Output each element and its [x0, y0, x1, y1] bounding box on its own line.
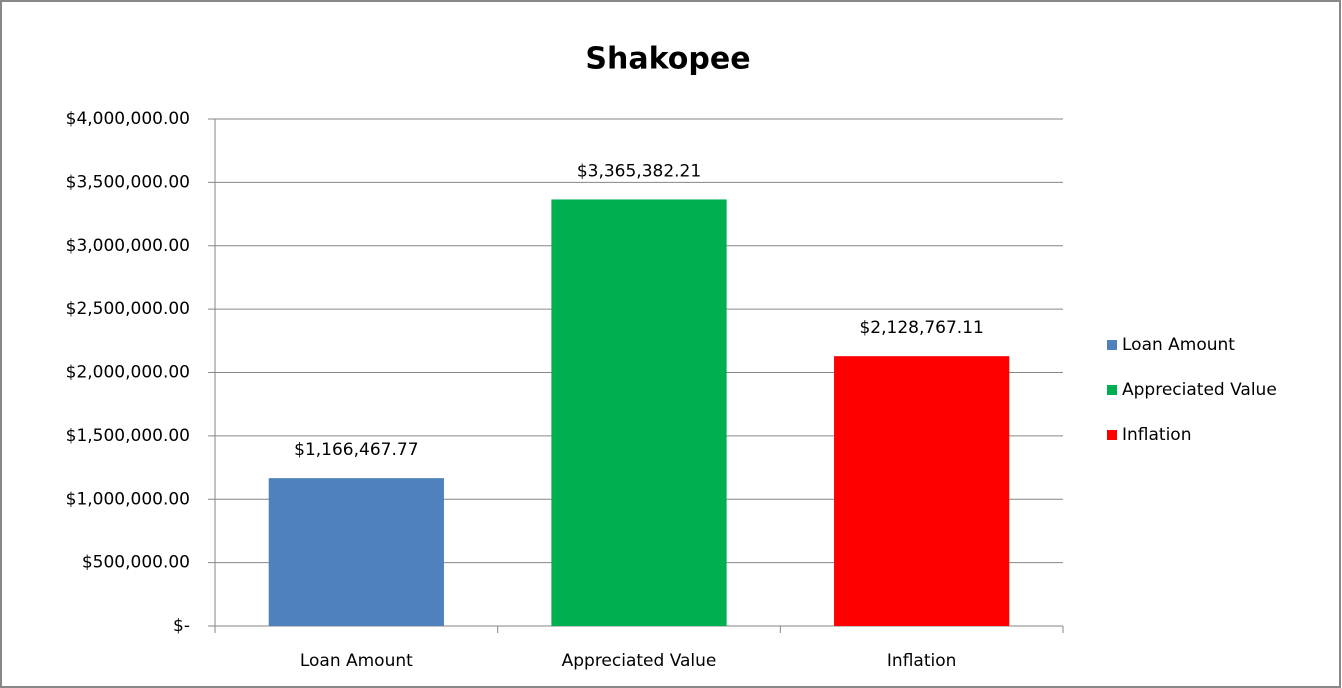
- legend-swatch: [1107, 340, 1117, 350]
- y-tick-label: $1,500,000.00: [66, 426, 190, 446]
- legend-swatch: [1107, 430, 1117, 440]
- bar: [268, 478, 444, 626]
- data-label: $1,166,467.77: [294, 440, 418, 460]
- bar: [834, 356, 1010, 626]
- y-tick-label: $4,000,000.00: [66, 109, 190, 129]
- y-tick-label: $3,000,000.00: [66, 236, 190, 256]
- legend-label: Loan Amount: [1122, 335, 1235, 355]
- y-tick-label: $-: [173, 616, 190, 636]
- legend-label: Inflation: [1122, 425, 1191, 445]
- data-label: $2,128,767.11: [859, 318, 983, 338]
- data-label: $3,365,382.21: [577, 161, 701, 181]
- bar: [551, 199, 727, 626]
- legend-swatch: [1107, 385, 1117, 395]
- chart-title: Shakopee: [585, 42, 750, 77]
- y-tick-label: $1,000,000.00: [66, 489, 190, 509]
- x-tick-label: Inflation: [887, 651, 956, 671]
- legend-label: Appreciated Value: [1122, 380, 1277, 400]
- y-tick-label: $3,500,000.00: [66, 172, 190, 192]
- y-tick-label: $500,000.00: [82, 553, 190, 573]
- x-tick-label: Appreciated Value: [562, 651, 717, 671]
- y-tick-label: $2,500,000.00: [66, 299, 190, 319]
- y-tick-label: $2,000,000.00: [66, 363, 190, 383]
- x-tick-label: Loan Amount: [300, 651, 413, 671]
